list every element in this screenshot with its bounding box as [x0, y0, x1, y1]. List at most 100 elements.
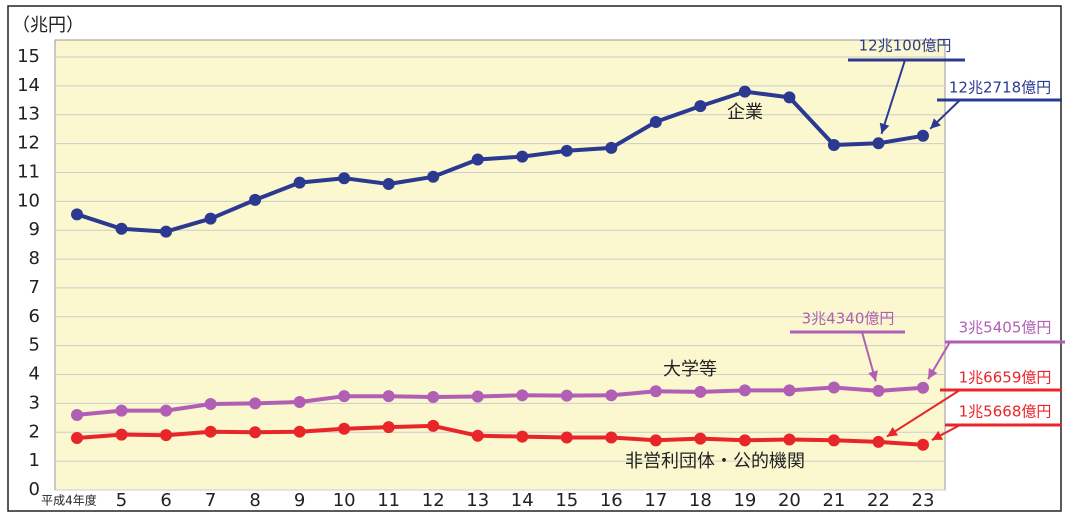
value-label: 3兆4340億円 [802, 310, 895, 328]
value-label: 12兆100億円 [859, 37, 952, 55]
data-point [160, 404, 173, 417]
x-tick-label: 5 [116, 490, 127, 511]
data-point [471, 429, 484, 442]
value-label: 1兆6659億円 [959, 369, 1052, 387]
y-tick-label: 15 [17, 46, 40, 67]
plot-area [54, 39, 946, 491]
data-point [516, 150, 529, 163]
y-tick-label: 6 [29, 306, 40, 327]
y-tick-label: 0 [29, 479, 40, 500]
data-point [872, 384, 885, 397]
data-point [560, 389, 573, 402]
y-tick-label: 2 [29, 421, 40, 442]
data-point [204, 397, 217, 410]
data-point [471, 153, 484, 166]
x-tick-label: 9 [294, 490, 305, 511]
series-line [76, 423, 924, 447]
x-tick-label: 15 [555, 490, 578, 511]
data-point [160, 225, 173, 238]
x-tick-label: 18 [689, 490, 712, 511]
y-tick-label: 10 [17, 190, 40, 211]
x-tick-label: 14 [511, 490, 534, 511]
series-line [76, 385, 924, 417]
data-point [738, 434, 751, 447]
data-point [560, 144, 573, 157]
frame [7, 5, 1062, 512]
y-axis-label: （兆円） [12, 15, 84, 36]
data-point [872, 137, 885, 150]
data-point [293, 425, 306, 438]
data-point [917, 381, 929, 394]
data-point [249, 426, 262, 439]
data-point [605, 141, 618, 154]
series-label: 大学等 [663, 359, 717, 380]
data-point [293, 176, 306, 189]
x-tick-label: 6 [160, 490, 171, 511]
data-point [249, 397, 262, 410]
data-point [427, 419, 440, 432]
x-tick-label: 22 [867, 490, 890, 511]
x-tick-label: 8 [249, 490, 260, 511]
data-point [71, 408, 83, 421]
series-label: 非営利団体・公的機関 [625, 451, 805, 472]
data-point [293, 395, 306, 408]
data-point [427, 391, 440, 404]
y-tick-label: 11 [17, 161, 40, 182]
data-point [115, 404, 128, 417]
x-tick-label: 20 [778, 490, 801, 511]
data-point [516, 430, 529, 443]
data-point [338, 422, 351, 435]
data-point [115, 428, 128, 441]
data-point [160, 429, 173, 442]
arrow-head [879, 122, 890, 134]
data-point [694, 385, 707, 398]
x-tick-label: 19 [733, 490, 756, 511]
data-point [649, 385, 662, 398]
data-point [694, 100, 707, 113]
data-point [917, 129, 929, 142]
x-tick-label: 16 [600, 490, 623, 511]
data-point [427, 170, 440, 183]
data-point [382, 421, 395, 434]
y-tick-label: 7 [29, 277, 40, 298]
data-point [783, 384, 796, 397]
arrow-head [886, 426, 899, 437]
x-tick-label: 12 [422, 490, 445, 511]
y-tick-label: 5 [29, 335, 40, 356]
data-point [783, 91, 796, 104]
y-tick-label: 13 [17, 104, 40, 125]
x-tick-label: 23 [912, 490, 935, 511]
arrow-head [868, 370, 878, 382]
data-point [605, 389, 618, 402]
data-point [115, 222, 128, 235]
y-tick-label: 4 [29, 364, 40, 385]
series-line [76, 89, 924, 234]
x-tick-label: 7 [205, 490, 216, 511]
data-point [71, 432, 83, 445]
data-point [827, 139, 840, 152]
value-label: 3兆5405億円 [959, 319, 1052, 337]
y-tick-label: 1 [29, 450, 40, 471]
data-point [738, 384, 751, 397]
data-point [649, 434, 662, 447]
x-tick-label: 平成4年度 [41, 493, 97, 508]
data-point [249, 193, 262, 206]
value-label: 1兆5668億円 [959, 403, 1052, 421]
data-point [71, 208, 83, 221]
data-point [827, 381, 840, 394]
value-label: 12兆2718億円 [949, 79, 1051, 97]
data-point [204, 212, 217, 225]
data-point [827, 434, 840, 447]
arrow-head [928, 368, 938, 380]
data-point [694, 432, 707, 445]
y-tick-label: 12 [17, 133, 40, 154]
data-point [605, 431, 618, 444]
data-point [382, 178, 395, 191]
data-point [738, 85, 751, 98]
x-tick-label: 21 [822, 490, 845, 511]
arrow-head [931, 430, 943, 441]
y-tick-label: 9 [29, 219, 40, 240]
y-tick-label: 3 [29, 392, 40, 413]
data-point [471, 390, 484, 403]
